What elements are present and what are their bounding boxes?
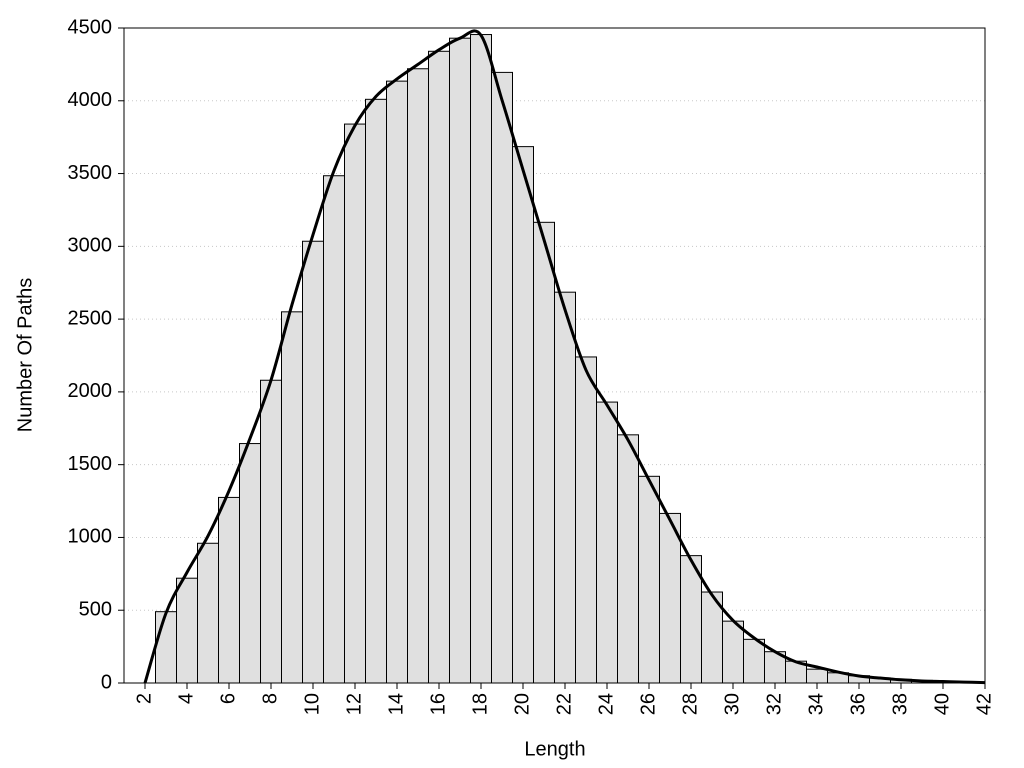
y-tick-label: 3500 — [68, 162, 113, 184]
x-tick-label: 38 — [889, 693, 911, 715]
x-tick-label: 36 — [847, 693, 869, 715]
y-tick-label: 4000 — [68, 89, 113, 111]
bar — [386, 80, 408, 684]
x-tick-label: 8 — [259, 693, 281, 704]
x-tick-label: 30 — [721, 693, 743, 715]
x-tick-label: 10 — [301, 693, 323, 715]
x-tick-label: 12 — [343, 693, 365, 715]
bar — [197, 542, 219, 684]
bar — [596, 401, 618, 684]
y-tick-label: 0 — [101, 671, 112, 693]
bar — [302, 240, 324, 684]
y-tick-label: 500 — [79, 599, 112, 621]
x-tick-label: 22 — [553, 693, 575, 715]
bar — [512, 146, 534, 684]
bar — [806, 668, 828, 684]
bar — [176, 577, 198, 684]
bar — [260, 379, 282, 684]
y-tick-label: 1000 — [68, 526, 113, 548]
bar — [554, 291, 576, 684]
bar — [638, 475, 660, 684]
bar — [428, 50, 450, 684]
x-tick-label: 20 — [511, 693, 533, 715]
bar — [575, 356, 597, 684]
x-tick-label: 16 — [427, 693, 449, 715]
x-tick-label: 40 — [931, 693, 953, 715]
bar — [743, 638, 765, 684]
bar — [323, 175, 345, 684]
bar — [470, 34, 492, 684]
x-tick-label: 24 — [595, 693, 617, 715]
plot-frame — [123, 27, 986, 684]
y-tick-label: 1500 — [68, 453, 113, 475]
x-tick-label: 6 — [217, 693, 239, 704]
bar — [239, 443, 261, 684]
x-tick-label: 4 — [175, 693, 197, 704]
x-tick-label: 2 — [133, 693, 155, 704]
bar — [449, 37, 471, 684]
density-curve — [143, 29, 986, 685]
bar — [491, 71, 513, 684]
x-tick-label: 32 — [763, 693, 785, 715]
y-tick-label: 4500 — [68, 16, 113, 38]
x-tick-label: 18 — [469, 693, 491, 715]
x-tick-label: 26 — [637, 693, 659, 715]
bar — [218, 496, 240, 684]
y-axis-label: Number Of Paths — [14, 278, 36, 433]
bar — [617, 434, 639, 684]
bar — [281, 311, 303, 684]
x-tick-label: 14 — [385, 693, 407, 715]
bar — [155, 611, 177, 684]
y-tick-label: 2000 — [68, 380, 113, 402]
bar — [407, 68, 429, 684]
x-axis-label: Length — [524, 738, 585, 760]
y-tick-label: 3000 — [68, 235, 113, 257]
x-tick-label: 28 — [679, 693, 701, 715]
bar — [659, 512, 681, 684]
x-tick-label: 42 — [973, 693, 995, 715]
x-tick-label: 34 — [805, 693, 827, 715]
y-tick-label: 2500 — [68, 307, 113, 329]
bar — [344, 123, 366, 684]
bar — [365, 98, 387, 684]
bar — [722, 620, 744, 684]
bar — [533, 221, 555, 684]
